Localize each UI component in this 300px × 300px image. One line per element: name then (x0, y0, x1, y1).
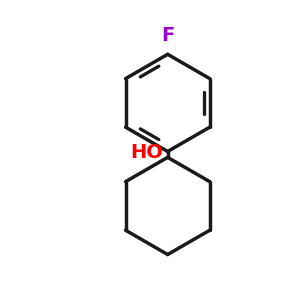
Text: F: F (161, 26, 174, 45)
Text: HO: HO (130, 143, 163, 162)
